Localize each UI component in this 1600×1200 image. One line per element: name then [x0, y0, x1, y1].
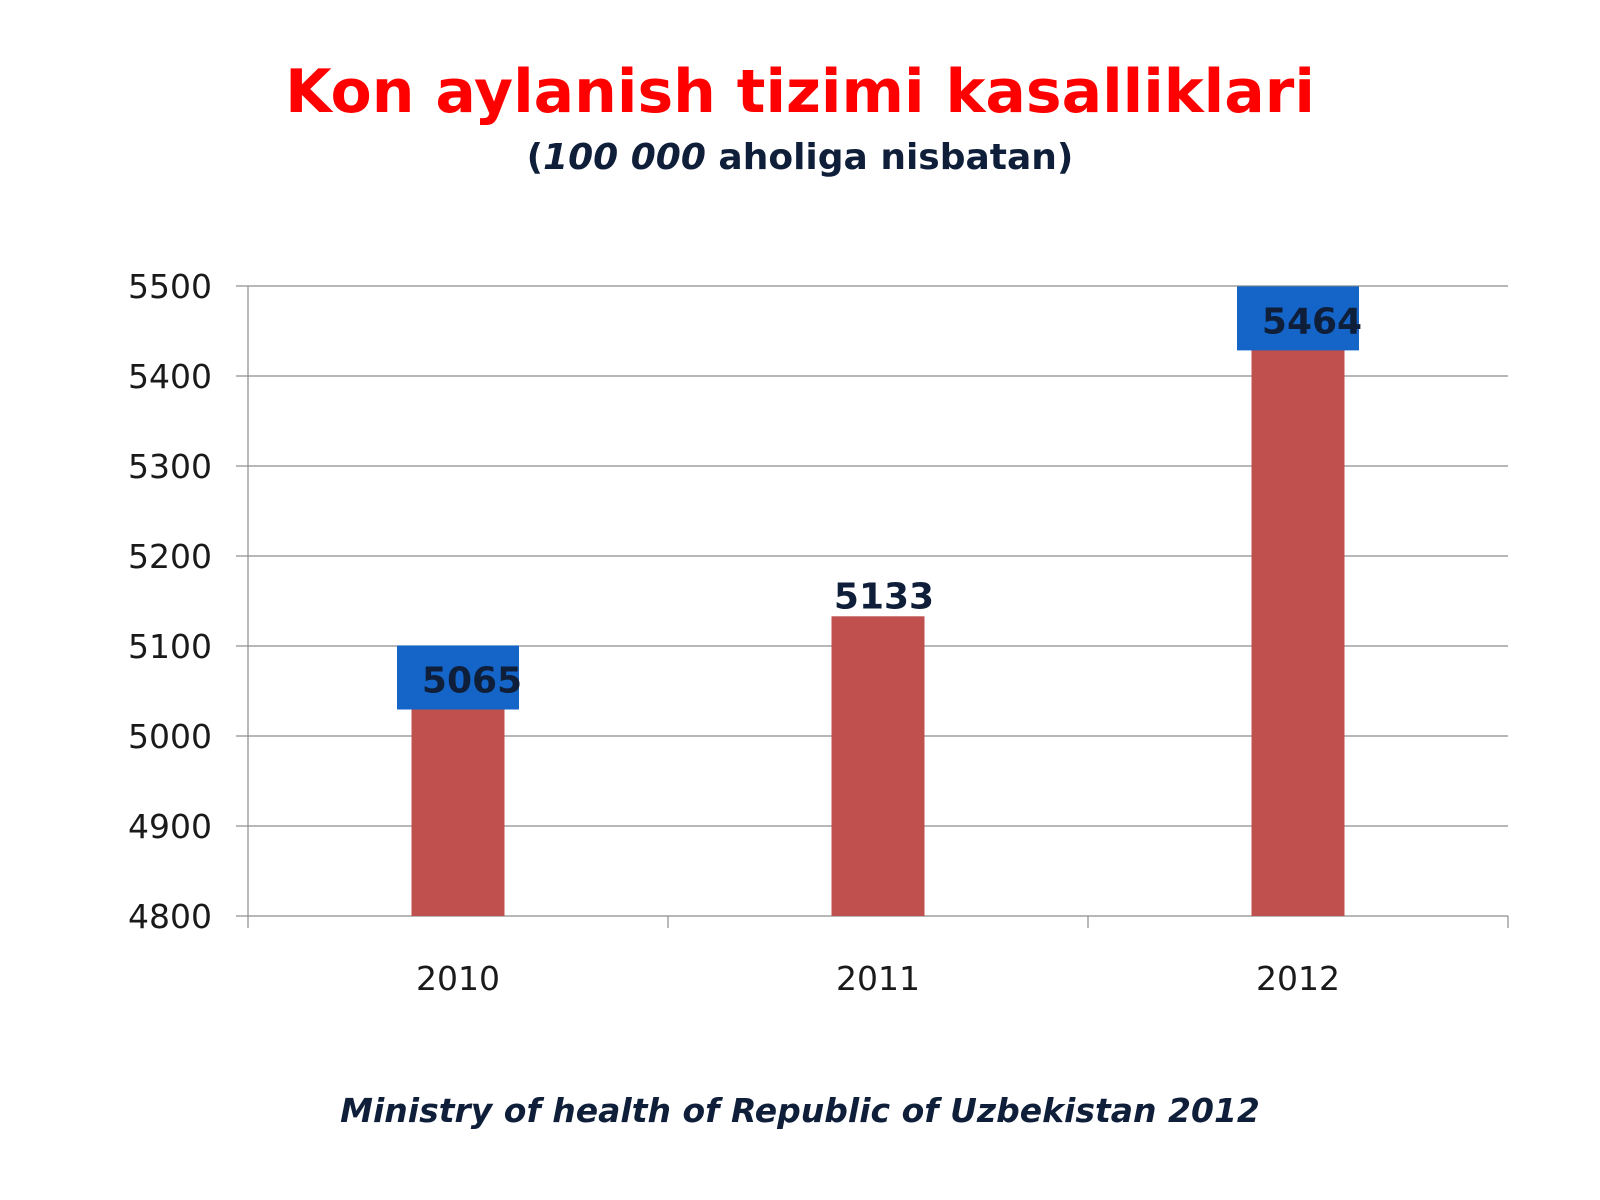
subtitle-number: 100 000 — [543, 137, 706, 178]
y-tick-label: 4900 — [128, 807, 212, 846]
x-axis: 2010 2011 2012 — [247, 915, 1509, 998]
y-tick-label: 5200 — [128, 537, 212, 576]
bar-series — [411, 318, 1345, 916]
data-label-2010: 5065 — [422, 661, 522, 702]
data-labels: 5065 5133 5464 — [397, 286, 1362, 710]
bar-2012 — [1251, 318, 1345, 916]
x-tick-label: 2011 — [836, 959, 920, 998]
bar-2011 — [831, 616, 925, 916]
data-label-highlight — [397, 645, 519, 710]
subtitle-text: aholiga nisbatan) — [705, 137, 1074, 178]
data-label-2012: 5464 — [1262, 301, 1362, 342]
y-tick-label: 4800 — [128, 897, 212, 936]
y-tick-label: 5300 — [128, 447, 212, 486]
y-axis: 4800 4900 5000 5100 5200 5300 5400 5500 — [128, 267, 249, 936]
source-note: Ministry of health of Republic of Uzbeki… — [340, 1091, 1260, 1130]
x-tick-label: 2010 — [416, 959, 500, 998]
chart-title: Kon aylanish tizimi kasalliklari — [285, 57, 1315, 127]
y-tick-label: 5100 — [128, 627, 212, 666]
data-label-highlight — [1237, 286, 1359, 351]
y-tick-label: 5400 — [128, 357, 212, 396]
x-tick-label: 2012 — [1256, 959, 1340, 998]
y-tick-label: 5000 — [128, 717, 212, 756]
y-tick-label: 5500 — [128, 267, 212, 306]
chart-subtitle: (100 000 aholiga nisbatan) — [0, 140, 1600, 176]
bar-2010 — [411, 677, 505, 916]
subtitle-open-paren: ( — [526, 137, 544, 178]
data-label-2011: 5133 — [834, 576, 934, 617]
